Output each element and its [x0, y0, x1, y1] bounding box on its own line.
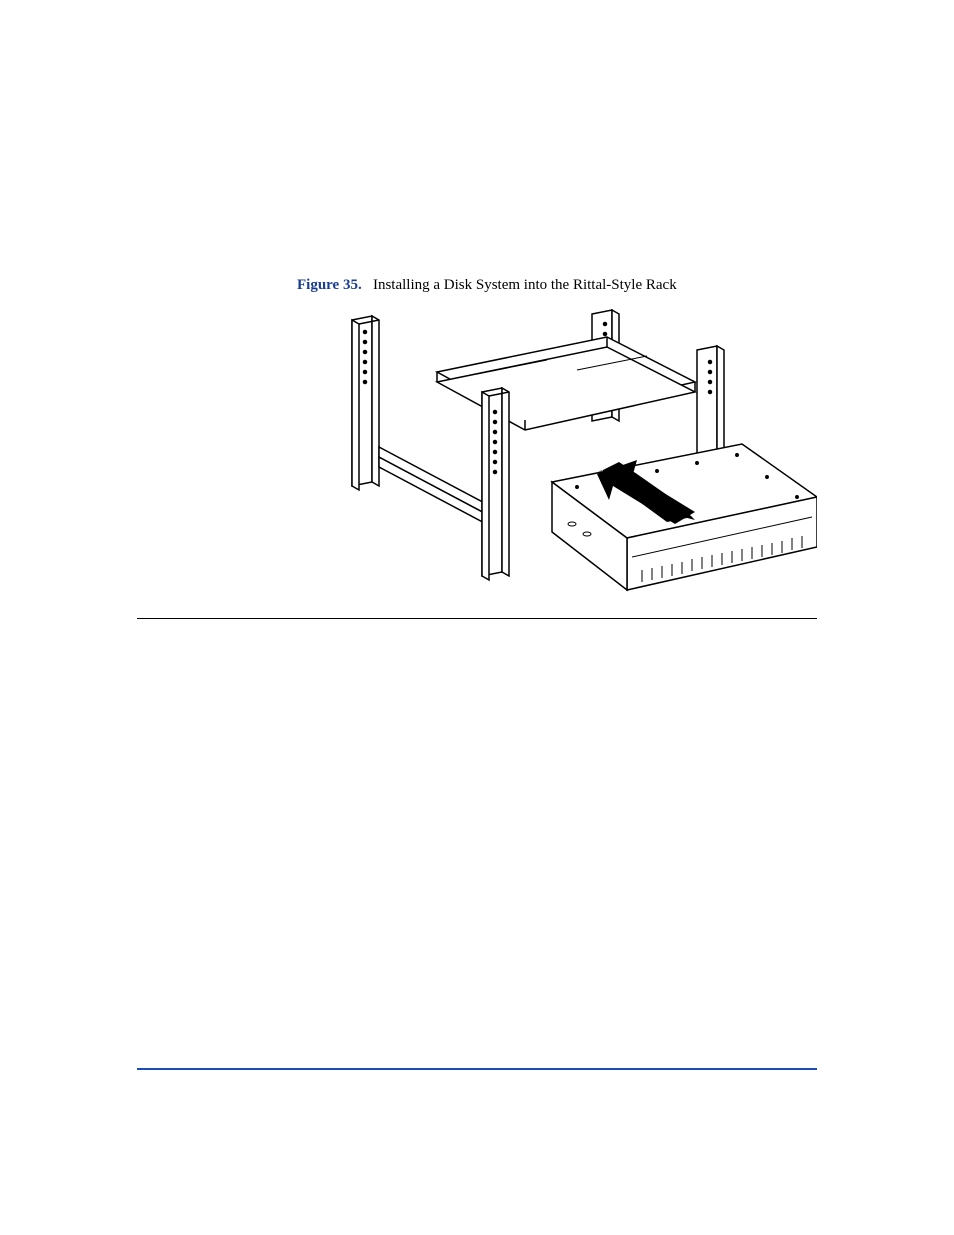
page-footer-rule — [137, 1068, 817, 1070]
rack-install-illustration — [297, 302, 817, 612]
section-divider — [137, 618, 817, 619]
figure-block: Figure 35. Installing a Disk System into… — [297, 277, 817, 612]
figure-label: Figure 35. — [297, 277, 362, 293]
right-rail — [437, 337, 695, 430]
front-left-post — [482, 388, 509, 580]
technical-diagram — [297, 302, 817, 612]
rear-left-post — [352, 316, 379, 490]
caption-spacer — [365, 277, 373, 293]
left-rail — [379, 447, 492, 527]
figure-caption: Figure 35. Installing a Disk System into… — [297, 277, 817, 294]
figure-title: Installing a Disk System into the Rittal… — [373, 277, 677, 293]
